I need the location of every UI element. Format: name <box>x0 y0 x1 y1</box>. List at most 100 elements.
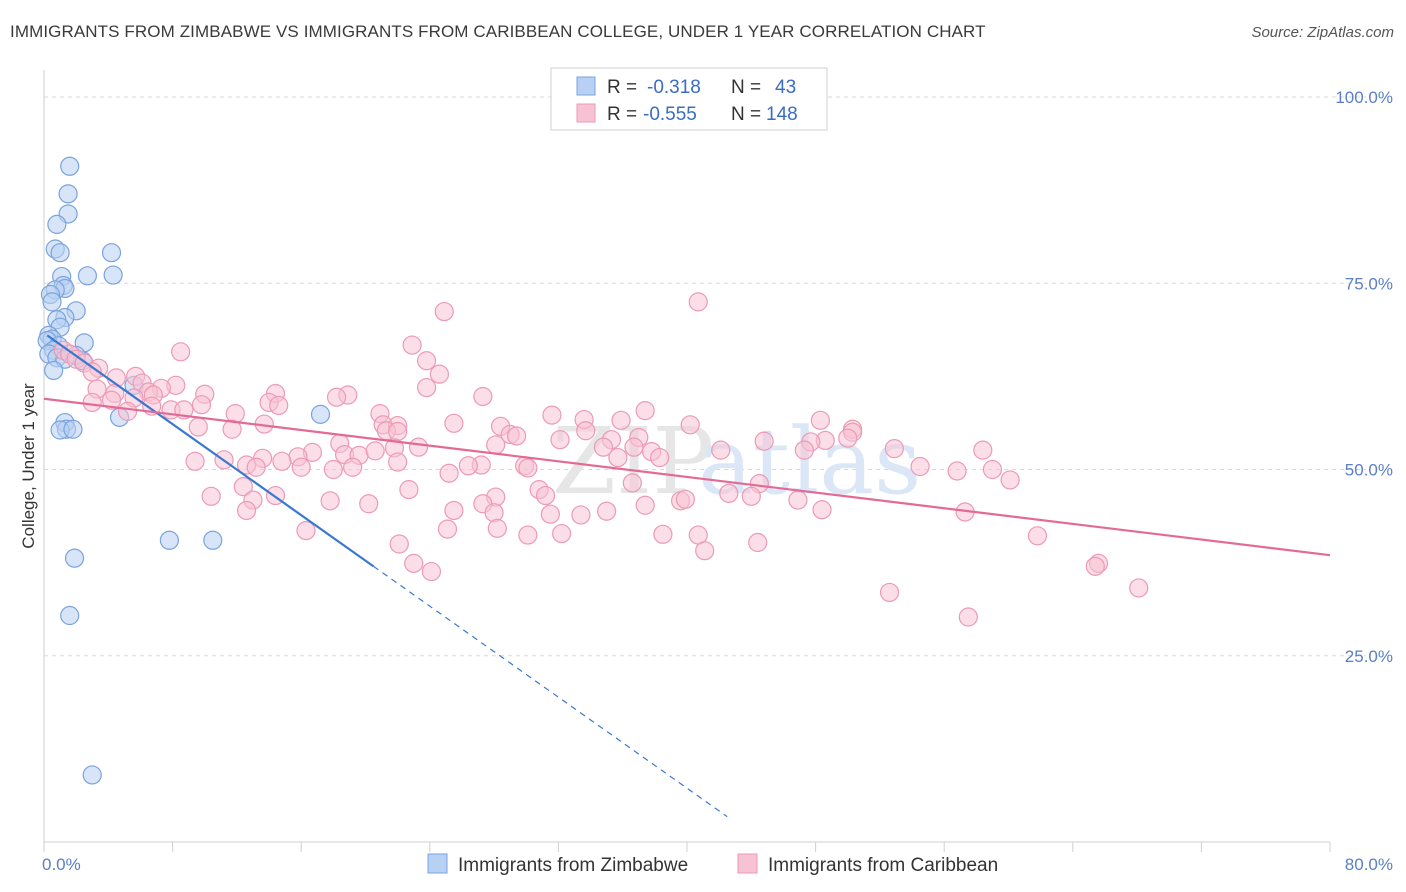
point-caribbean <box>402 335 422 355</box>
legend-n-label: N = <box>731 104 761 125</box>
series-caribbean <box>53 292 1149 627</box>
trend-zimbabwe <box>46 334 375 568</box>
point-caribbean <box>429 364 450 384</box>
legend-n-label: N = <box>731 77 761 98</box>
point-caribbean <box>622 473 642 493</box>
y-tick-label-100: 100.0% <box>1335 88 1393 107</box>
point-zimbabwe <box>60 605 80 626</box>
point-zimbabwe <box>101 243 122 263</box>
point-caribbean <box>748 532 768 553</box>
point-caribbean <box>958 607 978 627</box>
point-zimbabwe <box>44 360 64 381</box>
legend-n-zimbabwe: 43 <box>775 77 796 98</box>
trend-zimbabwe-extension <box>373 565 728 818</box>
point-caribbean <box>365 441 385 461</box>
point-caribbean <box>884 439 904 459</box>
point-caribbean <box>542 405 562 425</box>
point-caribbean <box>838 428 858 448</box>
chart-title: IMMIGRANTS FROM ZIMBABWE VS IMMIGRANTS F… <box>10 22 986 41</box>
point-zimbabwe <box>77 266 98 286</box>
point-caribbean <box>421 561 442 582</box>
point-caribbean <box>719 483 739 503</box>
point-zimbabwe <box>63 419 83 439</box>
legend-swatch-zimbabwe <box>576 76 596 96</box>
bottom-legend-swatch-caribbean <box>737 853 758 874</box>
point-caribbean <box>695 541 715 561</box>
trend-caribbean <box>43 397 1331 557</box>
point-caribbean <box>185 451 205 471</box>
point-caribbean <box>535 485 556 506</box>
axes <box>43 70 1331 852</box>
point-caribbean <box>879 582 900 603</box>
point-caribbean <box>597 501 617 521</box>
point-caribbean <box>593 437 614 457</box>
legend-r-caribbean: -0.555 <box>643 104 697 125</box>
point-zimbabwe <box>82 765 102 785</box>
y-tick-labels: 25.0% 50.0% 75.0% 100.0% <box>1335 88 1393 666</box>
x-tick-label-0: 0.0% <box>42 855 81 874</box>
bottom-legend-caribbean: Immigrants from Caribbean <box>768 855 998 876</box>
legend-swatch-caribbean <box>576 103 596 123</box>
point-zimbabwe <box>42 292 62 312</box>
point-caribbean <box>388 421 408 442</box>
point-caribbean <box>444 500 464 521</box>
point-caribbean <box>680 415 700 435</box>
point-caribbean <box>635 401 655 421</box>
point-caribbean <box>291 457 311 477</box>
y-tick-label-25: 25.0% <box>1345 647 1393 666</box>
point-caribbean <box>1000 470 1020 490</box>
point-caribbean <box>444 413 464 433</box>
point-caribbean <box>507 426 527 446</box>
point-caribbean <box>653 524 673 544</box>
bottom-legend: Immigrants from Zimbabwe Immigrants from… <box>427 853 998 876</box>
legend-box: R = -0.318 N = 43 R = -0.555 N = 148 <box>550 67 828 131</box>
point-caribbean <box>117 401 138 421</box>
point-caribbean <box>484 503 504 523</box>
point-zimbabwe <box>47 214 67 234</box>
point-caribbean <box>101 390 122 410</box>
point-caribbean <box>439 463 459 483</box>
point-caribbean <box>188 417 208 437</box>
point-caribbean <box>359 494 379 514</box>
point-caribbean <box>473 386 493 407</box>
point-caribbean <box>910 456 930 477</box>
point-caribbean <box>399 480 419 500</box>
point-zimbabwe <box>58 184 78 204</box>
point-zimbabwe <box>50 243 70 263</box>
point-caribbean <box>408 437 429 457</box>
point-caribbean <box>487 518 507 538</box>
trend-lines <box>43 334 1331 818</box>
point-caribbean <box>458 456 478 476</box>
point-caribbean <box>171 342 191 362</box>
point-caribbean <box>552 523 572 544</box>
point-zimbabwe <box>64 548 85 568</box>
point-caribbean <box>624 437 644 457</box>
point-caribbean <box>404 553 424 573</box>
point-caribbean <box>810 410 831 430</box>
grid-lines <box>44 96 1366 657</box>
point-caribbean <box>711 440 731 460</box>
point-caribbean <box>518 458 538 478</box>
x-tick-label-80: 80.0% <box>1345 855 1393 874</box>
point-caribbean <box>635 495 655 515</box>
point-caribbean <box>269 395 289 416</box>
point-caribbean <box>486 435 506 455</box>
point-zimbabwe <box>310 404 331 424</box>
point-caribbean <box>416 351 437 371</box>
point-caribbean <box>571 505 591 525</box>
point-caribbean <box>788 490 808 510</box>
point-caribbean <box>1129 578 1149 598</box>
point-caribbean <box>982 459 1003 480</box>
point-caribbean <box>608 447 628 468</box>
point-caribbean <box>326 387 347 407</box>
series-zimbabwe <box>37 156 331 785</box>
point-caribbean <box>611 410 631 430</box>
point-caribbean <box>296 520 316 541</box>
point-caribbean <box>201 486 221 506</box>
point-caribbean <box>82 392 102 413</box>
point-zimbabwe <box>103 265 123 285</box>
point-caribbean <box>1027 526 1048 546</box>
point-caribbean <box>246 457 266 477</box>
bottom-legend-zimbabwe: Immigrants from Zimbabwe <box>458 855 688 876</box>
